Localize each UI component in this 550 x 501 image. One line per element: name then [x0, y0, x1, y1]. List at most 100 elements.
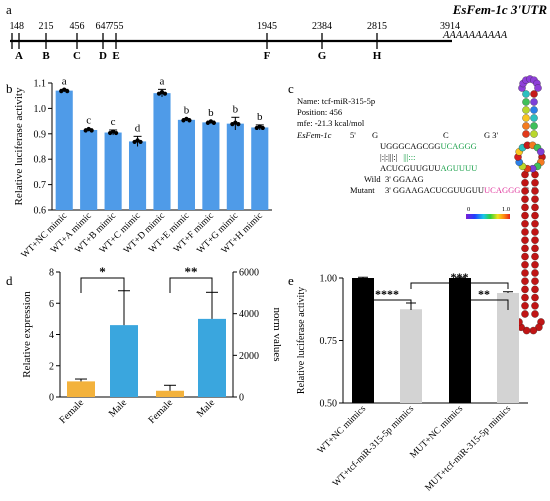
y2-axis-title: norm values: [271, 307, 283, 361]
bar: [497, 293, 519, 403]
x-tick-label: WT+tcf-miR-315-5p mimics: [330, 403, 416, 489]
bar: [251, 127, 269, 210]
replicate-dot: [89, 128, 94, 133]
significance-marker: ***: [451, 270, 469, 284]
panel-e: e 0.50 0.75 1.00 Relative luciferase activi…: [288, 270, 528, 493]
y-axis-title: Relative luciferase activity: [13, 87, 25, 205]
y-tick-label: 4: [49, 330, 54, 341]
nucleotide: [531, 293, 539, 302]
bar: [202, 122, 220, 210]
y-tick-label: 6: [49, 299, 54, 310]
bar: [156, 390, 184, 397]
bulge-g: G: [372, 130, 378, 140]
wild-label: Wild: [364, 174, 381, 184]
x-tick-label: Female: [58, 397, 87, 426]
gene-label: EsFem-1c: [296, 130, 332, 140]
nucleotide: [531, 277, 539, 285]
utr-site-label: H: [373, 50, 382, 62]
nucleotide: [531, 310, 539, 318]
bar: [177, 119, 195, 210]
duplex-top-sequence: UGGGCAGCGGUCAGGG: [380, 141, 477, 151]
nucleotide: [530, 106, 538, 114]
utr-position-label: 215: [39, 21, 54, 32]
nucleotide: [531, 203, 539, 212]
utr-position-label: 48: [14, 21, 24, 32]
bottom-seq-seed: AGUUUU: [440, 163, 477, 173]
y-tick-label: 8: [49, 268, 54, 279]
y-tick-label: 0: [49, 393, 54, 404]
bar: [449, 278, 471, 403]
utr-position-label: 755: [109, 21, 124, 32]
poly-a-tail: AAAAAAAAAA: [442, 30, 508, 41]
replicate-dot: [187, 118, 192, 123]
significance-marker: *: [99, 264, 106, 279]
significance-marker: **: [478, 287, 490, 301]
panel-d: d 0 2 4 6 8 0 2000 4000 6000 Relative expression n…: [6, 264, 283, 426]
mirna-name: Name: tcf-miR-315-5p: [297, 96, 375, 106]
nucleotide: [531, 302, 539, 310]
significance-marker: ****: [375, 287, 399, 301]
x-tick-label: WT+NC mimics: [316, 404, 368, 456]
significance-letter: c: [111, 116, 116, 128]
nucleotide: [521, 187, 529, 195]
nucleotide: [522, 114, 530, 122]
significance-marker: **: [185, 264, 198, 279]
y2-tick-label: 2000: [239, 351, 259, 362]
rna-structure: [514, 75, 546, 335]
nucleotide: [530, 98, 538, 106]
utr-position-label: 1: [10, 21, 15, 32]
mfe-value: mfe: -21.3 kcal/mol: [297, 118, 365, 128]
nucleotide: [521, 220, 529, 228]
nucleotide: [521, 269, 529, 277]
significance-letter: b: [184, 105, 190, 117]
y-axis-title: Relative luciferase activity: [296, 287, 307, 394]
x-tick-label: Male: [195, 397, 218, 420]
utr-position-label: 3914: [440, 21, 460, 32]
bar: [80, 129, 98, 210]
colorbar-max: 1.0: [502, 206, 510, 213]
nucleotide: [531, 195, 539, 203]
nucleotide: [521, 277, 529, 285]
replicate-dot: [260, 125, 265, 131]
x-tick-label: Female: [147, 397, 176, 426]
y2-tick-label: 4000: [239, 309, 259, 320]
y-tick-label: 0.50: [320, 399, 338, 410]
bar: [67, 381, 95, 397]
gene-utr-title: EsFem-1c 3'UTR: [452, 2, 548, 17]
end-g-3prime: G 3': [484, 130, 499, 140]
panel-b: b 0.6 0.7 0.8 0.9 1.0 1.1 Relative luciferase …: [6, 75, 272, 261]
five-prime-label: 5': [350, 130, 356, 140]
significance-letter: d: [135, 122, 141, 134]
nucleotide: [531, 220, 539, 228]
utr-site-label: F: [264, 50, 271, 62]
y-tick-label: 1.0: [34, 104, 47, 115]
bulge-c: C: [443, 130, 449, 140]
pairs-black: |:|:|||:|: [380, 152, 398, 162]
nucleotide: [522, 130, 530, 138]
binding-position: Position: 456: [297, 107, 342, 117]
nucleotide: [521, 302, 529, 310]
y-tick-label: 0.9: [34, 129, 47, 140]
bar: [226, 123, 244, 210]
utr-position-label: 2384: [312, 21, 332, 32]
panel-a-letter: a: [6, 2, 12, 17]
significance-bracket: [459, 299, 509, 310]
significance-bracket: [410, 282, 509, 289]
replicate-dot: [138, 139, 143, 145]
colorbar-min: 0: [467, 206, 470, 213]
y-tick-label: 0.75: [320, 336, 338, 347]
nucleotide: [530, 130, 538, 138]
panel-b-letter: b: [6, 81, 13, 96]
nucleotide: [522, 122, 530, 130]
panel-e-letter: e: [288, 273, 294, 288]
nucleotide: [521, 244, 529, 253]
utr-site-label: A: [15, 50, 23, 62]
panel-c-letter: c: [288, 81, 294, 96]
x-tick-label: MUT+tcf-miR-315-5p mimics: [423, 403, 513, 493]
nucleotide: [521, 195, 529, 203]
nucleotide: [531, 285, 539, 294]
replicate-dot: [211, 120, 216, 125]
expression-chart: 0 2 4 6 8 0 2000 4000 6000 Relative expression nor…: [21, 264, 283, 426]
utr-site-label: C: [73, 50, 81, 62]
